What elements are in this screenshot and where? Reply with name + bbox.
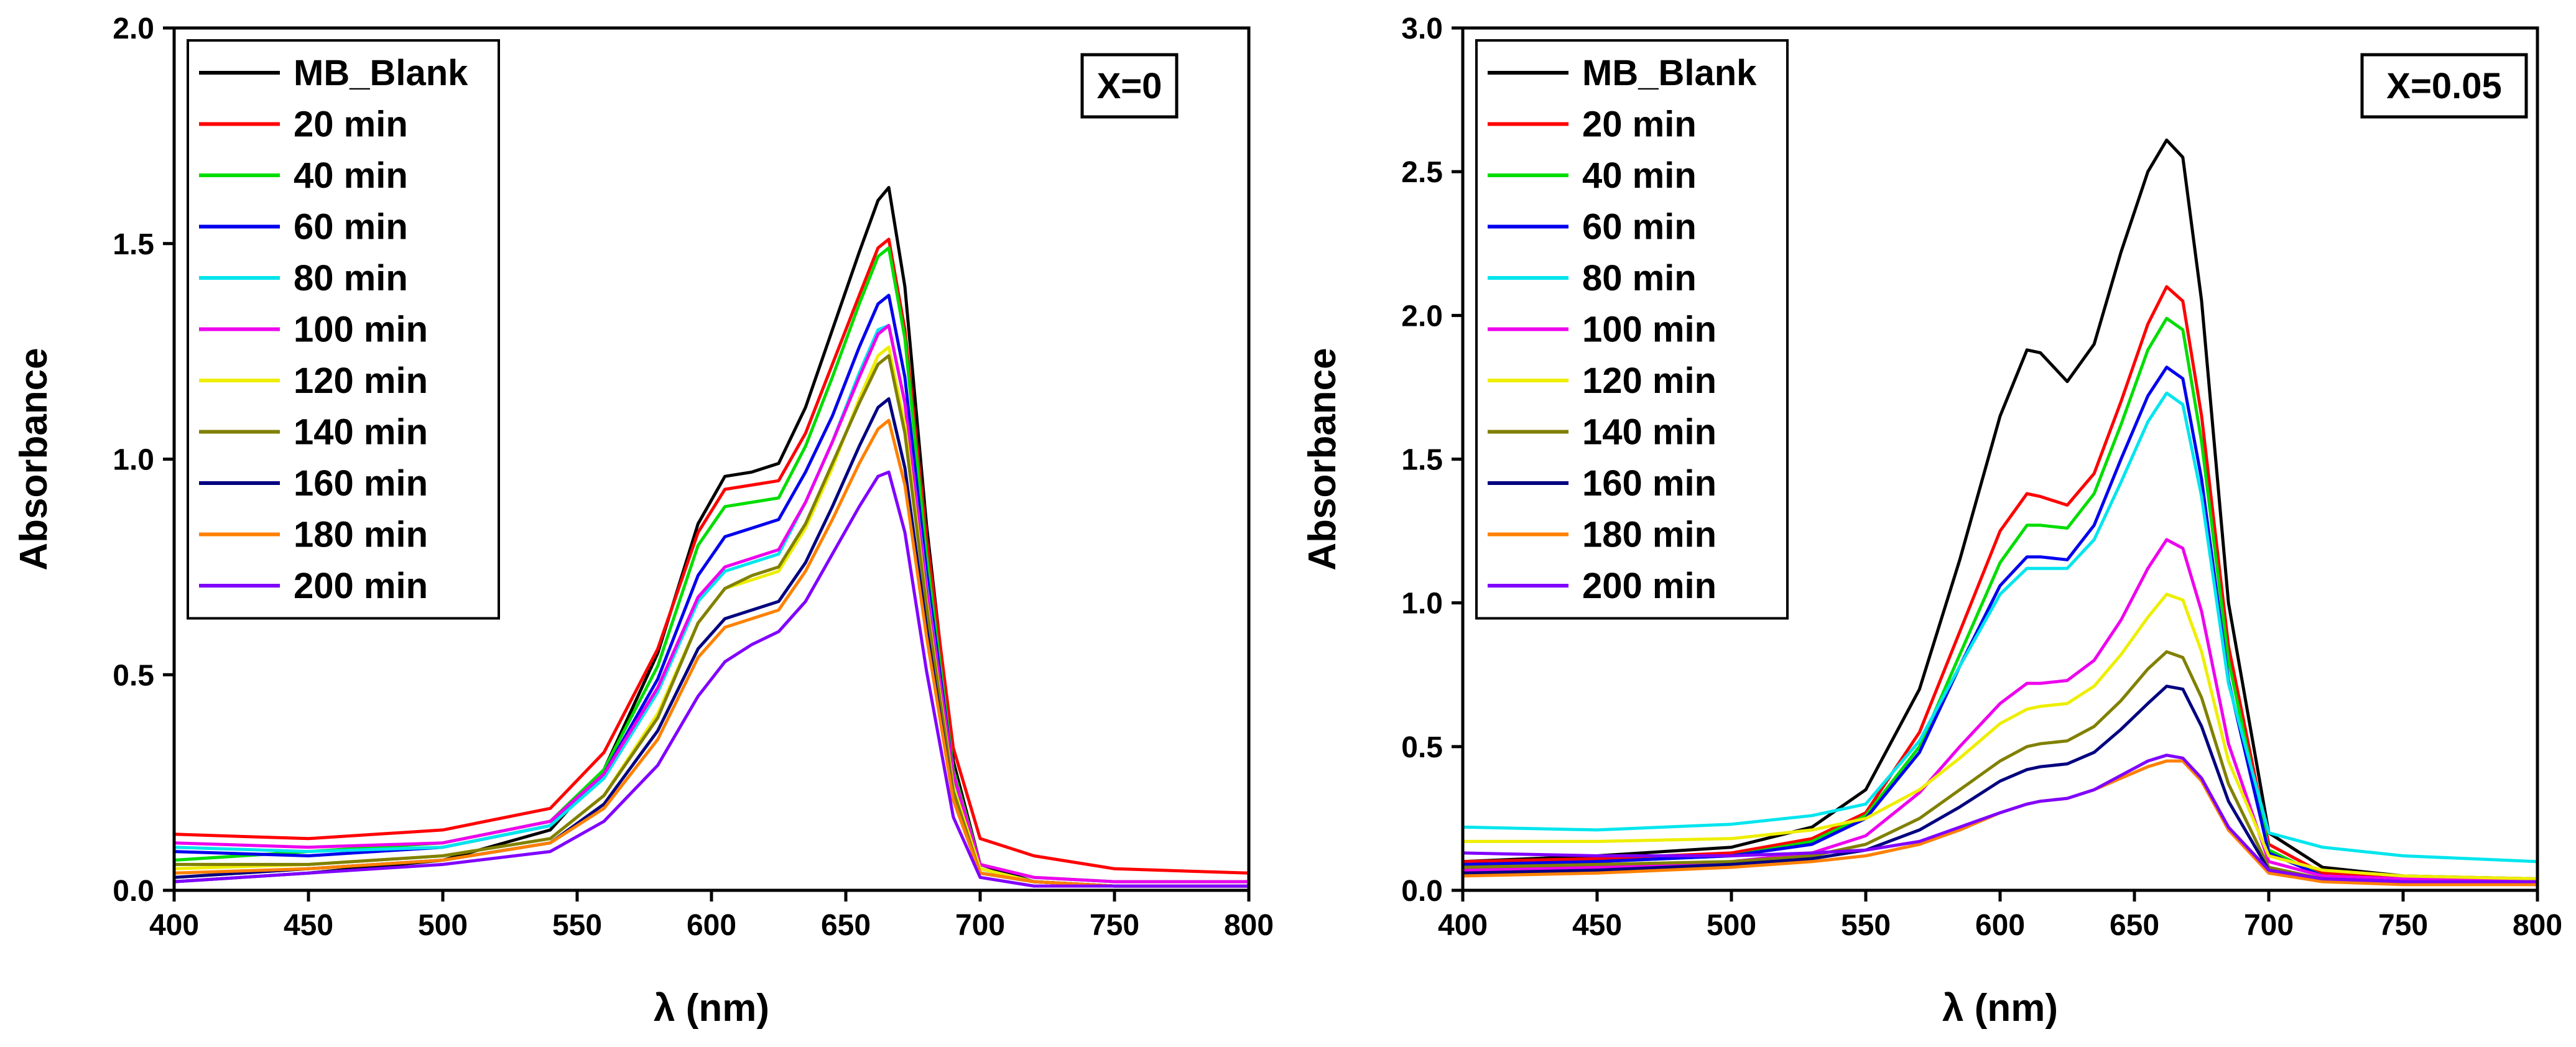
x-tick-label: 450 (1572, 909, 1622, 942)
y-tick-label: 1.5 (113, 228, 154, 261)
x-tick-label: 700 (2244, 909, 2294, 942)
x-tick-label: 650 (2110, 909, 2159, 942)
legend-label: 60 min (294, 207, 408, 247)
legend-label: 60 min (1582, 207, 1697, 247)
axis-ticks: 400 450 500 550 600 650 700 750 800 0.0 0.5 1.0 1.5 2… (113, 12, 1274, 942)
series-layer (1462, 138, 2538, 887)
x-tick-label: 500 (418, 909, 468, 942)
panel-tag-box: X=0 (1080, 53, 1179, 119)
series-layer (174, 186, 1249, 888)
y-tick-label: 2.0 (1401, 300, 1443, 333)
y-tick-label: 1.0 (1401, 588, 1443, 620)
x-axis-title: λ (nm) (654, 987, 769, 1030)
y-tick-label: 1.0 (113, 444, 154, 477)
legend-label: 200 min (294, 566, 428, 606)
legend-label: 160 min (1582, 463, 1717, 504)
legend: MB_Blank 20 min 40 min 60 min 80 min 100 min 1… (187, 39, 500, 620)
legend-label: 200 min (1582, 566, 1717, 606)
x-tick-label: 800 (2513, 909, 2562, 942)
x-tick-label: 500 (1707, 909, 1756, 942)
y-tick-label: 0.0 (113, 875, 154, 908)
panel-tag-label: X=0.05 (2386, 66, 2501, 106)
x-tick-label: 750 (1090, 909, 1139, 942)
legend-label: 180 min (294, 515, 428, 555)
legend-label: 120 min (1582, 361, 1717, 401)
panel-tag-frame (1080, 53, 1179, 119)
series-line-1 (174, 238, 1249, 875)
legend-label: 100 min (294, 310, 428, 350)
y-tick-label: 1.5 (1401, 444, 1443, 477)
legend-label: 100 min (1582, 310, 1717, 350)
legend-label: 80 min (294, 258, 408, 298)
axis-ticks: 400 450 500 550 600 650 700 750 800 0.0 0.5 1.0 1.5 2… (1401, 12, 2562, 942)
y-tick-label: 2.5 (1401, 156, 1443, 189)
panel-tag-frame (2360, 53, 2528, 119)
x-tick-label: 400 (1438, 909, 1488, 942)
x-tick-label: 550 (1841, 909, 1891, 942)
x-tick-label: 700 (955, 909, 1005, 942)
chart-panel-right: 400 450 500 550 600 650 700 750 800 0.0 0.5 1.0 1.5 2… (1301, 12, 2562, 1030)
y-axis-title: Absorbance (12, 348, 55, 570)
series-line-8 (1462, 685, 2538, 887)
legend-label: 40 min (294, 155, 408, 196)
y-tick-label: 3.0 (1401, 12, 1443, 45)
x-tick-label: 600 (687, 909, 736, 942)
series-line-6 (1463, 593, 2538, 880)
x-axis-title: λ (nm) (1942, 987, 2058, 1030)
panel-tag-label: X=0 (1097, 66, 1162, 106)
legend-label: 120 min (294, 361, 428, 401)
legend-label: 140 min (294, 412, 428, 453)
legend-label: 40 min (1582, 155, 1697, 196)
x-tick-label: 450 (284, 909, 333, 942)
legend-label: 20 min (1582, 104, 1697, 145)
series-line-10 (174, 470, 1249, 888)
series-line-4 (1462, 391, 2538, 864)
x-tick-label: 600 (1975, 909, 2025, 942)
x-tick-label: 750 (2378, 909, 2428, 942)
series-line-10 (1462, 754, 2537, 883)
y-axis-title: Absorbance (1301, 348, 1344, 570)
series-line-3 (1462, 366, 2538, 883)
x-tick-label: 400 (149, 909, 199, 942)
legend-label: MB_Blank (294, 53, 468, 93)
series-line-5 (174, 324, 1249, 883)
y-tick-label: 0.0 (1401, 875, 1443, 908)
legend-label: 20 min (294, 104, 408, 145)
series-line-5 (1462, 538, 2538, 883)
legend-label: MB_Blank (1582, 53, 1757, 93)
legend-label: 160 min (294, 463, 428, 504)
x-tick-label: 550 (552, 909, 602, 942)
legend-label: 80 min (1582, 258, 1697, 298)
legend-label: 140 min (1582, 412, 1717, 453)
y-tick-label: 2.0 (113, 12, 154, 45)
legend: MB_Blank 20 min 40 min 60 min 80 min 100 min 1… (1475, 39, 1789, 620)
x-tick-label: 650 (821, 909, 871, 942)
series-line-9 (174, 418, 1249, 888)
x-tick-label: 800 (1224, 909, 1274, 942)
legend-label: 180 min (1582, 515, 1717, 555)
y-tick-label: 0.5 (1401, 731, 1443, 764)
chart-panel-left: 400 450 500 550 600 650 700 750 800 0.0 0.5 1.0 1.5 2… (12, 12, 1274, 1030)
y-tick-label: 0.5 (113, 659, 154, 692)
panel-tag-box: X=0.05 (2360, 53, 2528, 119)
